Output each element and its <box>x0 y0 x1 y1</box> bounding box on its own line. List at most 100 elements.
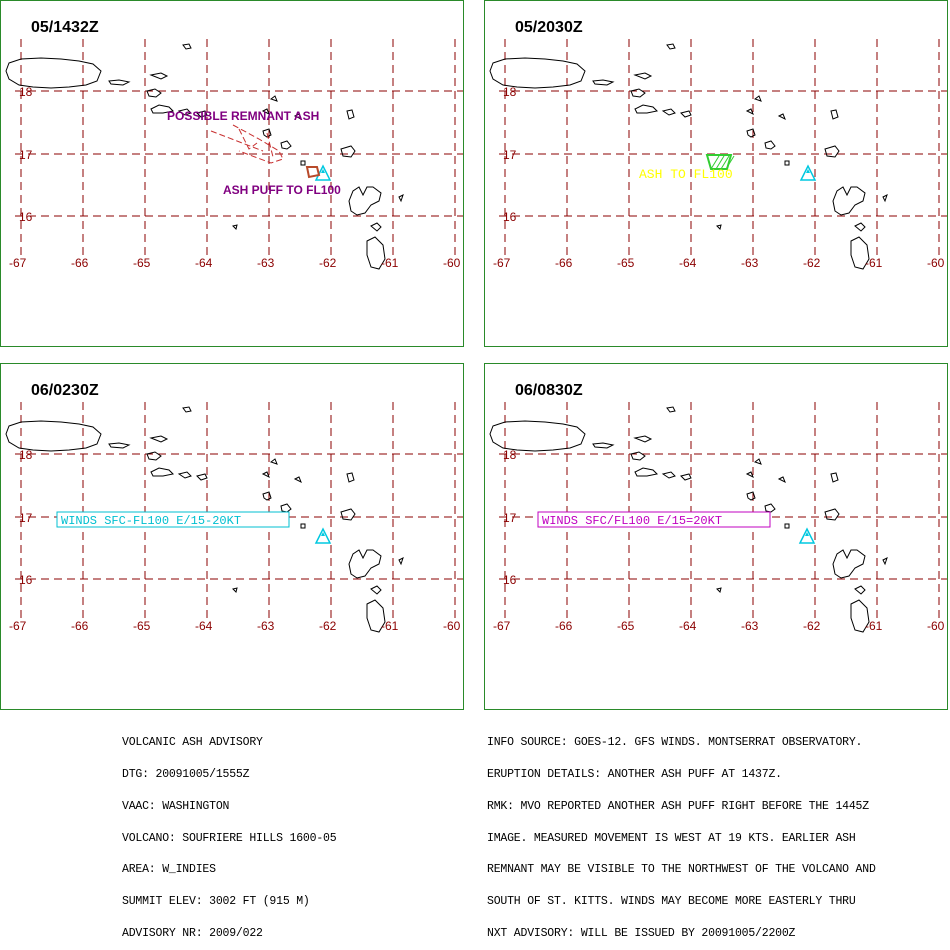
island-outline <box>261 108 270 116</box>
island-outline <box>784 523 790 529</box>
annotation-label: ASH PUFF TO FL100 <box>223 183 341 197</box>
island-outline <box>784 160 790 166</box>
island-outline <box>232 224 238 230</box>
island-outline <box>146 88 162 98</box>
remnant-ash-outline <box>238 128 258 150</box>
island-outline <box>746 128 756 138</box>
longitude-label: -61 <box>381 619 399 633</box>
island-outline <box>489 57 586 89</box>
island-outline <box>680 473 692 481</box>
volcano-icon <box>798 527 816 544</box>
island-outline <box>716 587 722 593</box>
annotation-label: WINDS SFC/FL100 E/15=20KT <box>542 514 722 528</box>
island-outline <box>854 585 866 595</box>
volcano-icon <box>321 169 325 173</box>
latitude-label: 17 <box>19 148 33 162</box>
island-outline <box>262 128 272 138</box>
island-outline <box>850 236 870 270</box>
island-outline <box>262 491 272 501</box>
ash-hatch <box>720 155 730 170</box>
island-outline <box>745 108 754 116</box>
island-outline <box>832 549 866 579</box>
advisory-line: VAAC: WASHINGTON <box>122 799 230 813</box>
longitude-label: -60 <box>927 256 945 270</box>
island-outline <box>764 140 776 150</box>
island-outline <box>716 224 722 230</box>
island-outline <box>764 503 776 513</box>
longitude-label: -65 <box>133 256 151 270</box>
island-outline <box>661 108 676 116</box>
island-outline <box>882 557 888 566</box>
longitude-label: -62 <box>319 256 337 270</box>
ash-puff-outline <box>305 166 321 179</box>
island-outline <box>830 109 839 120</box>
island-outline <box>753 458 762 465</box>
island-outline <box>280 503 292 513</box>
advisory-line: SOUTH OF ST. KITTS. WINDS MAY BECOME MOR… <box>487 895 856 909</box>
volcano-icon <box>321 532 325 536</box>
advisory-line: NXT ADVISORY: WILL BE ISSUED BY 20091005… <box>487 926 796 940</box>
island-outline <box>398 557 404 566</box>
island-outline <box>177 471 192 479</box>
island-outline <box>854 222 866 232</box>
latitude-label: 16 <box>503 573 517 587</box>
island-outline <box>824 145 840 158</box>
island-outline <box>149 72 169 80</box>
longitude-label: -64 <box>679 256 697 270</box>
latitude-label: 17 <box>503 148 517 162</box>
island-outline <box>293 113 302 121</box>
latitude-label: 16 <box>503 210 517 224</box>
ash-hatch <box>715 155 725 170</box>
island-outline <box>150 467 175 477</box>
island-outline <box>340 508 356 521</box>
island-outline <box>108 442 131 449</box>
longitude-label: -66 <box>71 256 89 270</box>
island-outline <box>370 585 382 595</box>
advisory-remarks-right: INFO SOURCE: GOES-12. GFS WINDS. MONTSER… <box>487 717 876 950</box>
volcano-icon <box>806 169 810 173</box>
longitude-label: -60 <box>443 256 461 270</box>
island-outline <box>398 194 404 203</box>
island-outline <box>346 109 355 120</box>
island-outline <box>634 467 659 477</box>
longitude-label: -67 <box>493 619 511 633</box>
longitude-label: -63 <box>257 619 275 633</box>
longitude-label: -67 <box>493 256 511 270</box>
advisory-line: IMAGE. MEASURED MOVEMENT IS WEST AT 19 K… <box>487 831 856 845</box>
winds-box <box>56 511 290 528</box>
map-canvas: 18 17 16 -67 -66 -65 -64 -63 -62 -61 -60 ASH TO FL1… <box>489 39 947 270</box>
map-panel-2: 05/2030Z 18 17 16 -67 -66 -65 -64 -63 -62 -61 -60 A… <box>484 0 948 347</box>
longitude-label: -63 <box>741 619 759 633</box>
map-panel-4: 06/0830Z 18 17 16 -67 -66 -65 -64 -63 -62 -61 -60 W… <box>484 363 948 710</box>
longitude-label: -64 <box>679 619 697 633</box>
island-outline <box>745 471 754 479</box>
island-outline <box>5 57 102 89</box>
annotation-label: POSSIBLE REMNANT ASH <box>167 109 319 123</box>
latitude-label: 16 <box>19 210 33 224</box>
ash-hatch <box>710 155 720 170</box>
island-outline <box>182 406 192 413</box>
map-canvas: 18 17 16 -67 -66 -65 -64 -63 -62 -61 -60 WINDS SFC-… <box>5 402 463 633</box>
winds-box <box>537 511 771 528</box>
island-outline <box>830 472 839 483</box>
island-outline <box>634 104 659 114</box>
island-outline <box>108 79 131 86</box>
longitude-label: -61 <box>381 256 399 270</box>
volcano-icon <box>799 164 817 181</box>
island-outline <box>753 95 762 102</box>
longitude-label: -62 <box>803 619 821 633</box>
island-outline <box>300 160 306 166</box>
remnant-ash-outline <box>232 124 284 164</box>
longitude-label: -62 <box>319 619 337 633</box>
island-outline <box>269 458 278 465</box>
remnant-ash-outline <box>266 132 274 158</box>
panel-time: 06/0230Z <box>31 382 99 399</box>
island-outline <box>340 145 356 158</box>
volcano-icon <box>314 527 332 544</box>
island-outline <box>489 420 586 452</box>
island-outline <box>232 587 238 593</box>
island-outline <box>824 508 840 521</box>
island-outline <box>280 140 292 150</box>
island-outline <box>633 72 653 80</box>
island-outline <box>348 186 382 216</box>
